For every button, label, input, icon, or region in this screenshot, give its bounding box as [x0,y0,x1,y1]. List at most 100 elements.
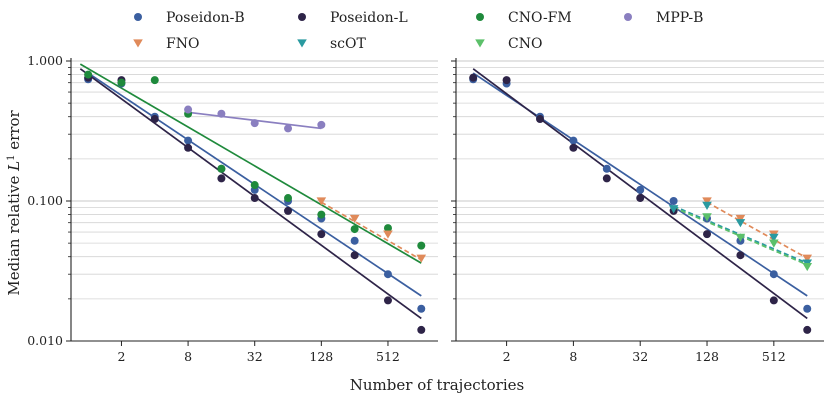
right-poseidon-l-point [469,73,478,82]
legend: Poseidon-B Poseidon-L CNO-FM MPP-B FNO scOT CN… [133,10,703,52]
left-cno-fm-point [84,70,93,79]
left-y-tick-label: 1.000 [27,53,63,68]
left-grid [71,60,438,342]
right-poseidon-l-point [502,76,511,85]
legend-cno-label: CNO [508,36,542,52]
right-x-tick-label: 512 [762,349,786,364]
left-poseidon-l-point [250,194,259,203]
right-x-tick-label: 128 [695,349,719,364]
legend-scot-label: scOT [330,36,367,52]
left-y-tick-label: 0.010 [27,333,63,348]
legend-cno-marker [475,39,485,48]
left-cno-fm-point [150,76,159,85]
y-axis-title-prefix: Median relative [5,171,23,296]
legend-poseidon-l-marker [298,13,306,21]
left-mpp-b-point [184,105,193,114]
left-cno-fm-point [383,224,392,233]
left-poseidon-l-point [184,143,193,152]
right-fno-fit-line [706,201,808,259]
left-mpp-b-point [217,109,226,118]
left-poseidon-l-point [217,174,226,183]
panel-left: 0.010 0.100 1.000 2 8 32 128 512 [27,53,438,364]
left-mpp-b-point [317,120,326,129]
left-poseidon-l-point [150,115,159,124]
left-cno-fm-point [117,78,126,87]
legend-cno-fm-marker [476,13,484,21]
left-cno-fm-point [350,225,359,234]
right-scot-point [735,219,746,228]
left-fno-point [316,197,327,206]
left-x-tick-label: 32 [247,349,263,364]
legend-poseidon-b-label: Poseidon-B [166,10,245,26]
y-axis-title-suffix: error [5,110,23,155]
right-x-tick-label: 2 [503,349,511,364]
right-poseidon-b-point [769,270,778,279]
legend-poseidon-l-label: Poseidon-L [330,10,408,26]
left-poseidon-l-point [284,206,293,215]
panel-right: 2 8 32 128 512 [451,58,824,364]
right-poseidon-b-point [636,185,645,194]
left-mpp-b-point [284,124,293,133]
left-poseidon-b-point [350,236,359,245]
right-poseidon-l-point [535,115,544,124]
y-axis-title: Median relative L1 error [5,110,23,296]
left-fno-point [349,214,360,224]
legend-mpp-b-marker [624,13,632,21]
right-poseidon-b-point [602,164,611,173]
y-axis-title-symbol: L [5,161,23,172]
legend-poseidon-b-marker [134,13,142,21]
left-x-tick-label: 128 [309,349,333,364]
right-fno-point [702,197,712,206]
left-poseidon-b-point [383,270,392,279]
right-poseidon-l-point [736,251,745,260]
right-scot-point [702,201,712,210]
left-y-tick-label: 0.100 [27,193,63,208]
right-poseidon-b-point [569,136,578,145]
left-cno-fm-point [250,181,259,190]
left-poseidon-l-point [383,296,392,305]
right-cno-point [802,262,813,272]
right-poseidon-b-point [669,197,678,205]
right-scot-point [668,205,679,214]
right-x-tick-label: 32 [632,349,648,364]
right-fno-point [802,254,813,263]
left-fno-point [416,254,427,263]
right-poseidon-l-point [602,174,611,183]
left-x-tick-label: 2 [117,349,125,364]
left-x-tick-label: 512 [376,349,400,364]
x-axis-title: Number of trajectories [350,376,524,394]
left-poseidon-b-point [417,304,426,313]
legend-cno-fm-label: CNO-FM [508,10,572,26]
right-poseidon-l-point [569,143,578,152]
y-axis-title-sup: 1 [6,155,17,161]
right-scot-point [769,233,779,242]
left-poseidon-l-point [350,251,359,260]
left-poseidon-b-point [184,136,193,145]
left-mpp-b-point [250,119,259,128]
legend-fno-label: FNO [166,36,199,52]
legend-fno-marker [133,39,143,48]
left-cno-fm-point [217,164,226,173]
left-cno-fm-point [284,194,293,203]
right-poseidon-l-point [769,296,778,305]
right-poseidon-l-point [703,230,712,239]
left-poseidon-l-fit-line [79,68,422,320]
right-cno-point [702,213,712,222]
right-cno-point [735,233,746,242]
legend-scot-marker [297,39,307,48]
left-cno-fm-point [417,241,426,250]
right-poseidon-l-point [803,325,812,334]
left-fno-fit-line [320,201,422,261]
left-fno-point [383,230,393,239]
left-poseidon-l-point [317,230,326,239]
left-x-tick-label: 8 [184,349,192,364]
left-cno-fm-point [317,210,326,219]
left-poseidon-l-point [417,325,426,334]
right-poseidon-l-point [636,194,645,203]
right-cno-point [769,239,779,248]
right-fno-point [735,214,746,224]
right-poseidon-b-point [803,304,812,313]
legend-mpp-b-label: MPP-B [656,10,703,26]
left-cno-fm-fit-line [79,63,422,264]
